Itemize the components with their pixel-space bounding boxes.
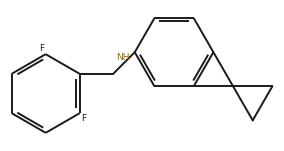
- Text: F: F: [81, 114, 86, 123]
- Text: F: F: [39, 44, 45, 53]
- Text: NH: NH: [116, 53, 130, 62]
